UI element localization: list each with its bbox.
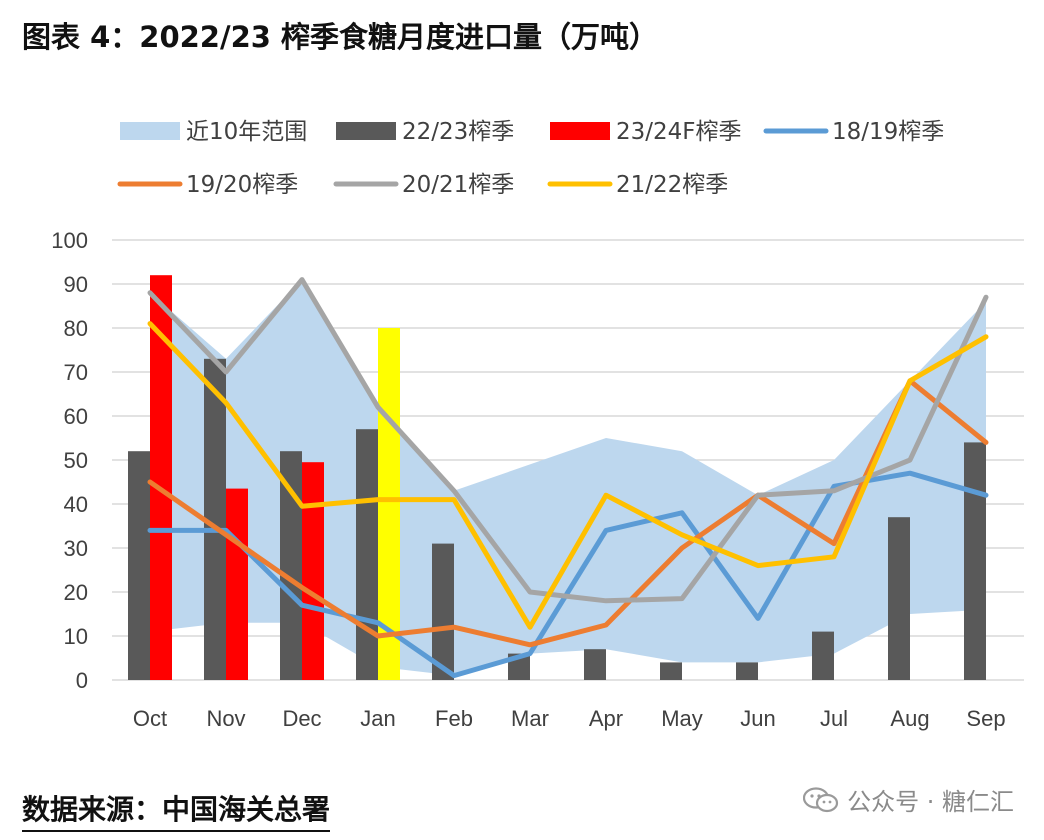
x-tick-label: Dec	[282, 706, 321, 731]
x-tick-label: May	[661, 706, 703, 731]
bar-22-23	[964, 442, 986, 680]
legend-label: 21/22榨季	[616, 172, 728, 198]
legend-label: 22/23榨季	[402, 119, 514, 145]
chart-title: 图表 4：2022/23 榨季食糖月度进口量（万吨）	[22, 20, 659, 54]
y-tick-label: 20	[64, 580, 88, 605]
bar-22-23	[356, 429, 378, 680]
line-series	[147, 277, 989, 679]
legend-label: 20/21榨季	[402, 172, 514, 198]
line-21-22	[147, 321, 989, 630]
legend-item: 近10年范围	[120, 119, 307, 145]
legend-swatch	[550, 122, 610, 140]
watermark: 公众号 · 糖仁汇	[803, 782, 1014, 817]
watermark-text: 公众号 · 糖仁汇	[847, 788, 1014, 816]
x-tick-label: Mar	[511, 706, 549, 731]
legend-swatch	[120, 122, 180, 140]
y-tick-label: 70	[64, 360, 88, 385]
bar-23-24f	[150, 275, 172, 680]
y-tick-label: 40	[64, 492, 88, 517]
x-tick-label: Nov	[206, 706, 245, 731]
legend: 近10年范围 22/23榨季 23/24F榨季 18/19榨季 19/20榨季 20/21…	[117, 119, 944, 198]
legend-item: 23/24F榨季	[550, 119, 742, 145]
y-tick-label: 80	[64, 316, 88, 341]
x-tick-label: Jun	[740, 706, 775, 731]
bar-22-23	[128, 451, 150, 680]
bar-22-23	[280, 451, 302, 680]
legend-item: 19/20榨季	[117, 172, 298, 198]
import-volume-chart: 0 10 20 30 40 50 60 70 80 90 100 Oct Nov Dec Jan Feb Ma…	[51, 119, 1024, 731]
y-tick-label: 60	[64, 404, 88, 429]
y-tick-label: 90	[64, 272, 88, 297]
bar-22-23	[204, 358, 226, 680]
legend-item: 22/23榨季	[336, 119, 514, 145]
legend-label: 18/19榨季	[832, 119, 944, 145]
y-tick-label: 10	[64, 624, 88, 649]
x-tick-label: Feb	[435, 706, 473, 731]
bar-22-23	[736, 662, 758, 680]
x-tick-label: Sep	[966, 706, 1005, 731]
y-tick-label: 30	[64, 536, 88, 561]
legend-label: 23/24F榨季	[616, 119, 742, 145]
bar-22-23	[888, 517, 910, 680]
x-axis-tick-labels: Oct Nov Dec Jan Feb Mar Apr May Jun Jul Aug Sep	[133, 706, 1006, 731]
line-20-21	[147, 277, 989, 604]
y-tick-label: 100	[51, 228, 88, 253]
legend-item: 21/22榨季	[547, 172, 728, 198]
data-source-note: 数据来源：中国海关总署	[22, 788, 331, 832]
legend-label: 近10年范围	[186, 119, 307, 145]
x-tick-label: Jan	[360, 706, 395, 731]
bar-23-24f	[302, 462, 324, 680]
legend-swatch	[336, 122, 396, 140]
y-tick-label: 0	[76, 668, 88, 693]
y-axis-tick-labels: 0 10 20 30 40 50 60 70 80 90 100	[51, 228, 88, 693]
line-19-20	[147, 378, 989, 648]
bar-22-23	[812, 631, 834, 680]
x-tick-label: Aug	[890, 706, 929, 731]
legend-item: 20/21榨季	[333, 172, 514, 198]
wechat-icon	[803, 786, 839, 812]
legend-label: 19/20榨季	[186, 172, 298, 198]
x-tick-label: Apr	[589, 706, 623, 731]
bar-22-23	[660, 662, 682, 680]
x-tick-label: Jul	[820, 706, 848, 731]
bar-22-23	[432, 543, 454, 680]
bar-23-24f	[226, 488, 248, 680]
x-tick-label: Oct	[133, 706, 167, 731]
y-tick-label: 50	[64, 448, 88, 473]
bar-22-23	[584, 649, 606, 680]
legend-item: 18/19榨季	[763, 119, 944, 145]
